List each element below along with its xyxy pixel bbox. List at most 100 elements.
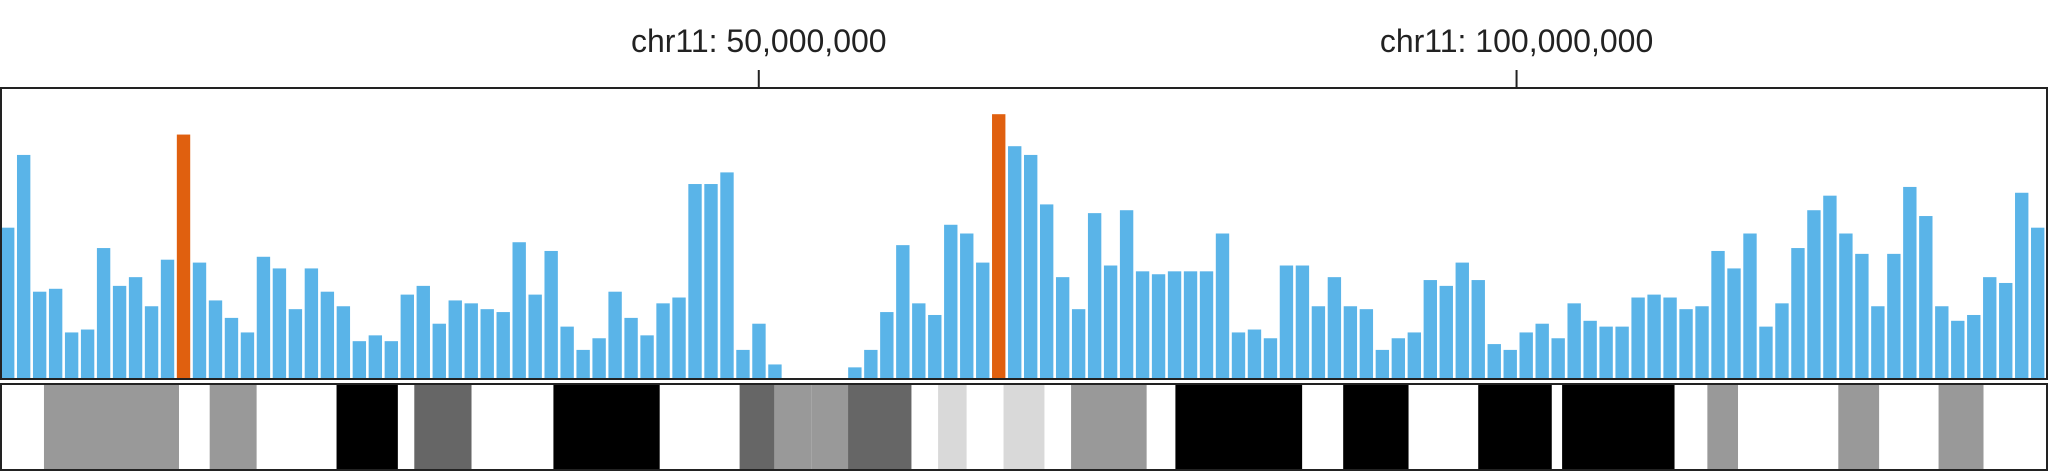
- bar: [256, 256, 271, 379]
- cytoband: [397, 384, 415, 470]
- bar: [128, 277, 143, 379]
- bar: [1375, 349, 1390, 379]
- bar: [688, 184, 702, 379]
- bar: [112, 285, 127, 379]
- bar: [144, 306, 159, 379]
- bar: [1487, 344, 1501, 379]
- bar: [1295, 265, 1310, 379]
- bar: [1695, 306, 1709, 379]
- cytoband: [1983, 384, 2047, 470]
- cytoband: [1879, 384, 1939, 470]
- bar: [1247, 329, 1262, 379]
- bar: [1071, 309, 1086, 379]
- bar: [2015, 192, 2029, 379]
- bar: [272, 268, 287, 379]
- bar: [1727, 268, 1741, 379]
- bar: [672, 297, 686, 379]
- cytoband: [1071, 384, 1147, 470]
- bar: [624, 317, 638, 379]
- bar: [1951, 320, 1965, 379]
- cytoband: [1302, 384, 1344, 470]
- bar: [1215, 233, 1230, 379]
- bar: [1151, 274, 1166, 379]
- bar: [1231, 332, 1246, 379]
- ideogram-frame: [0, 383, 2048, 471]
- bar: [1663, 297, 1677, 379]
- bar: [1439, 285, 1453, 379]
- bar: [32, 291, 47, 379]
- bar: [1455, 262, 1469, 379]
- bar: [1631, 297, 1645, 379]
- cytoband: [811, 384, 849, 470]
- bar: [1903, 186, 1917, 379]
- bar: [544, 250, 558, 379]
- bar: [720, 172, 734, 379]
- bar: [736, 349, 750, 379]
- cytoband: [414, 384, 472, 470]
- bar: [384, 341, 399, 379]
- bar: [560, 326, 574, 379]
- bar: [1567, 303, 1581, 379]
- bar: [1279, 265, 1294, 379]
- cytoband: [1175, 384, 1303, 470]
- bar: [1343, 306, 1358, 379]
- cytoband: [1551, 384, 1563, 470]
- bar: [960, 233, 974, 379]
- bar: [48, 288, 63, 379]
- bar: [1423, 280, 1437, 379]
- cytoband: [848, 384, 912, 470]
- bar: [1823, 195, 1837, 379]
- bar: [1135, 271, 1150, 379]
- bar: [224, 317, 239, 379]
- bar: [1583, 320, 1597, 379]
- bar: [1759, 326, 1773, 379]
- cytoband: [739, 384, 775, 470]
- bar: [416, 285, 430, 379]
- bar: [592, 338, 606, 379]
- cytoband: [471, 384, 554, 470]
- bar: [944, 224, 958, 379]
- cytoband-ideogram: [1, 384, 2047, 470]
- bar: [1359, 309, 1374, 379]
- cytoband: [179, 384, 210, 470]
- bar: [448, 300, 462, 379]
- bar: [1103, 265, 1118, 379]
- bar: [240, 332, 255, 379]
- bar: [1871, 306, 1885, 379]
- bar: [752, 323, 766, 379]
- cytoband: [553, 384, 660, 470]
- bar: [1615, 326, 1629, 379]
- bar: [1599, 326, 1613, 379]
- cytoband: [1044, 384, 1072, 470]
- bar: [512, 242, 526, 379]
- bar: [80, 329, 95, 379]
- bar: [576, 349, 590, 379]
- bar: [1647, 294, 1661, 379]
- bar: [64, 332, 79, 379]
- bar: [704, 184, 718, 379]
- cytoband: [1707, 384, 1739, 470]
- cytoband: [1674, 384, 1708, 470]
- bar: [464, 303, 478, 379]
- bar: [1711, 250, 1725, 379]
- cytoband: [966, 384, 1004, 470]
- cytoband: [1003, 384, 1045, 470]
- bar: [336, 306, 351, 379]
- bar: [1775, 303, 1789, 379]
- cytoband: [1146, 384, 1176, 470]
- cytoband: [1, 384, 44, 470]
- cytoband: [1938, 384, 1984, 470]
- bar: [1471, 280, 1485, 379]
- cytoband: [256, 384, 337, 470]
- bar: [1039, 204, 1054, 379]
- cytoband: [938, 384, 967, 470]
- bar: [848, 367, 862, 379]
- bar: [1, 227, 15, 379]
- x-axis-ticks: chr11: 50,000,000 chr11: 100,000,000: [631, 23, 1653, 88]
- bar: [480, 309, 494, 379]
- bar: [1199, 271, 1214, 379]
- cytoband: [774, 384, 812, 470]
- bar: [528, 294, 542, 379]
